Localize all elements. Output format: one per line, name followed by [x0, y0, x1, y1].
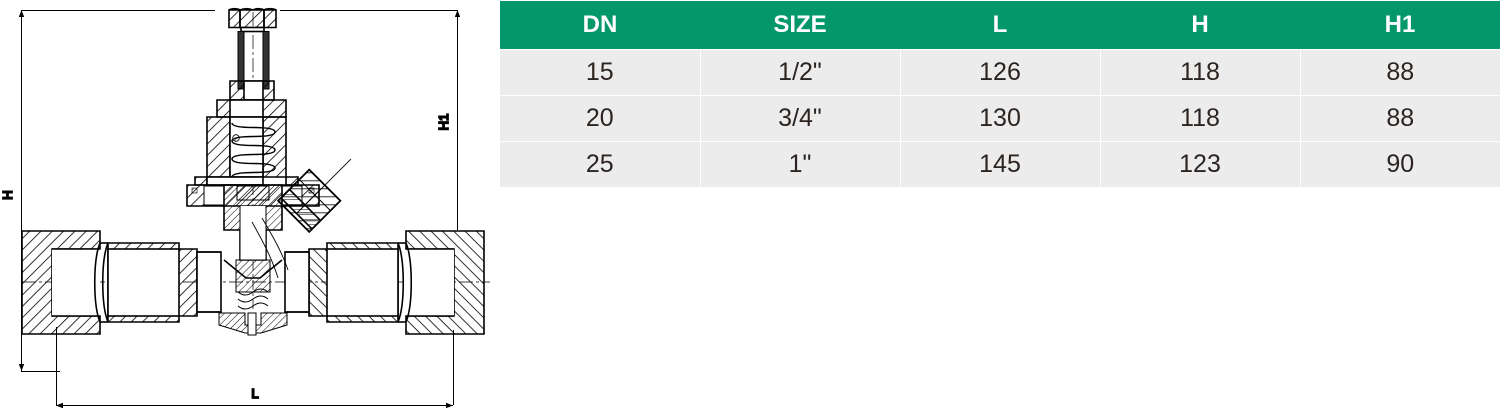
svg-text:H1: H1: [436, 114, 451, 131]
svg-text:L: L: [251, 386, 258, 401]
svg-text:H: H: [0, 190, 15, 199]
